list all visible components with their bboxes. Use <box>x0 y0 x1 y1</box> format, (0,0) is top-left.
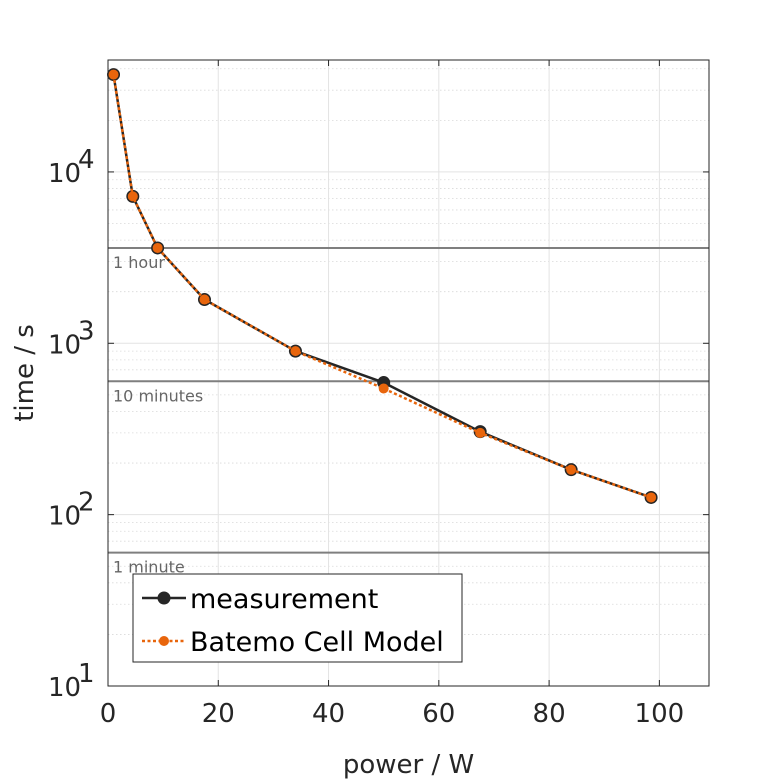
data-point-model <box>152 242 163 253</box>
reference-line-label: 1 minute <box>113 558 185 577</box>
data-point-model <box>646 492 657 503</box>
y-tick-label-exponent: 2 <box>78 488 95 518</box>
y-tick-label: 10 <box>48 673 81 703</box>
data-point-model <box>108 69 119 80</box>
y-tick-label-exponent: 3 <box>78 316 95 346</box>
x-tick-label: 80 <box>533 699 566 729</box>
reference-lines: 1 hour 10 minutes 1 minute <box>108 246 709 577</box>
data-point-model <box>566 464 577 475</box>
legend-swatch-marker-model <box>159 636 169 646</box>
data-point-model <box>127 191 138 202</box>
series-layer <box>107 68 658 504</box>
y-tick-label-exponent: 4 <box>78 145 95 175</box>
y-axis-title: time / s <box>10 324 40 422</box>
x-tick-label: 40 <box>312 699 345 729</box>
data-point-model <box>290 346 301 357</box>
x-axis-ticks: 0 20 40 60 80 100 <box>100 60 684 729</box>
y-tick-label-exponent: 1 <box>78 659 95 689</box>
data-point-model <box>475 427 486 438</box>
reference-line-label: 10 minutes <box>113 386 203 405</box>
x-tick-label: 0 <box>100 699 117 729</box>
reference-line-label: 1 hour <box>113 253 165 272</box>
axes-box <box>107 59 710 687</box>
legend-entry-model: Batemo Cell Model <box>190 627 444 658</box>
x-axis-title: power / W <box>343 750 474 780</box>
legend[interactable]: measurement Batemo Cell Model <box>132 573 463 663</box>
data-point-model <box>378 383 389 394</box>
x-tick-label: 100 <box>635 699 685 729</box>
x-tick-label: 20 <box>202 699 235 729</box>
y-tick-label: 10 <box>48 159 81 189</box>
legend-entry-measurement: measurement <box>190 584 378 615</box>
legend-swatch-marker-measurement <box>157 591 171 605</box>
legend-box <box>132 573 463 663</box>
y-tick-label: 10 <box>48 330 81 360</box>
y-tick-label: 10 <box>48 502 81 532</box>
x-tick-label: 60 <box>422 699 455 729</box>
data-point-model <box>199 294 210 305</box>
